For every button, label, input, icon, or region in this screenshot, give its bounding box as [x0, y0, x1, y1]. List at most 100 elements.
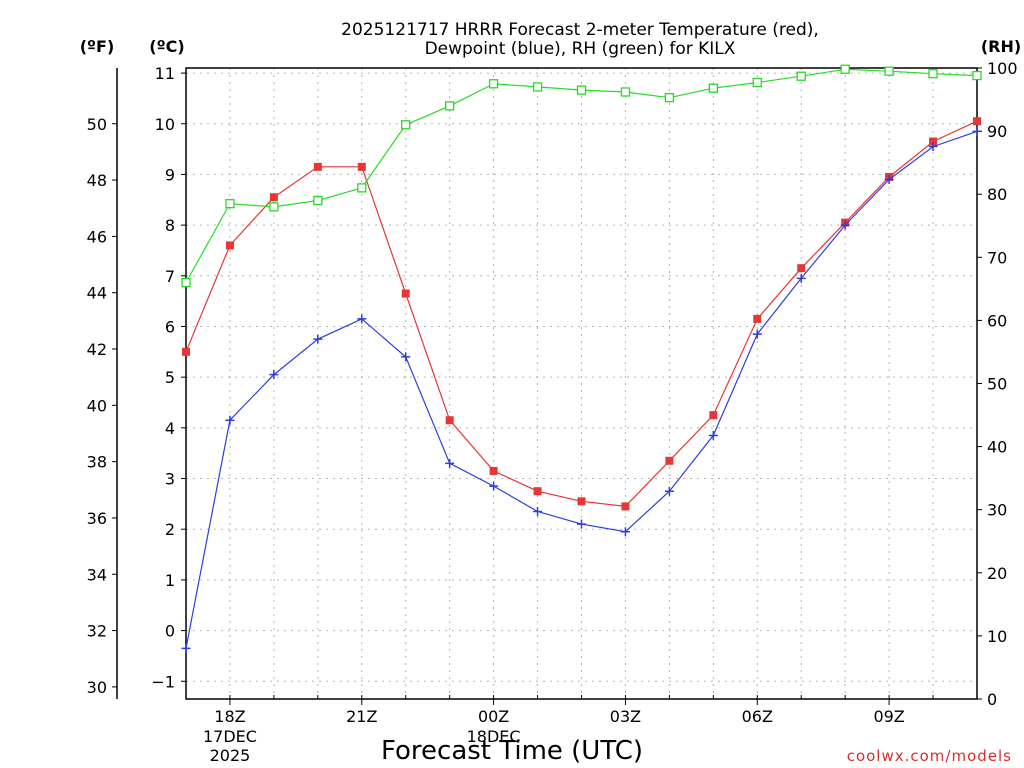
x-tick-label: 18Z [214, 707, 245, 726]
dewpoint-point [884, 175, 894, 185]
dewpoint-point [445, 458, 455, 468]
temperature-point [929, 137, 938, 146]
chart-title-line2: Dewpoint (blue), RH (green) for KILX [425, 39, 736, 59]
fahrenheit-tick-label: 42 [87, 340, 107, 359]
rh-point [181, 277, 191, 288]
dewpoint-point [708, 430, 718, 440]
fahrenheit-tick-label: 46 [87, 227, 107, 246]
rh-tick-label: 20 [987, 564, 1007, 583]
celsius-tick-label: −1 [151, 672, 175, 691]
x-tick-label: 00Z [478, 707, 509, 726]
dewpoint-point [840, 220, 850, 230]
temperature-point [665, 456, 674, 465]
rh-point [445, 101, 455, 111]
x-year-label: 2025 [210, 746, 251, 765]
fahrenheit-tick-label: 34 [87, 565, 107, 584]
fahrenheit-tick-label: 38 [87, 453, 107, 472]
temperature-point [797, 264, 806, 273]
temperature-point [973, 117, 981, 126]
rh-point [752, 77, 762, 88]
celsius-tick-label: 2 [165, 520, 175, 539]
dewpoint-point [181, 643, 191, 653]
x-tick-label: 21Z [346, 707, 377, 726]
temperature-point [445, 416, 454, 425]
fahrenheit-tick-label: 30 [87, 678, 107, 697]
dewpoint-point [357, 314, 367, 324]
rh-point [532, 82, 543, 92]
dewpoint-point [269, 370, 279, 380]
celsius-tick-label: 10 [155, 115, 175, 134]
temperature-point [709, 411, 718, 420]
dewpoint-point [752, 329, 762, 339]
rh-point [796, 71, 806, 81]
rh-point [884, 66, 894, 76]
x-tick-label: 09Z [873, 707, 904, 726]
rh-tick-label: 0 [987, 690, 997, 709]
rh-point [576, 85, 587, 95]
rh-point [664, 93, 675, 103]
rh-tick-label: 40 [987, 438, 1007, 457]
rh-tick-label: 60 [987, 311, 1007, 330]
fahrenheit-tick-label: 40 [87, 396, 107, 415]
x-date-label: 17DEC [203, 727, 257, 746]
chart-axes: 3032343638404244464850−10123456789101101… [87, 59, 1018, 765]
x-axis-label: Forecast Time (UTC) [381, 736, 643, 766]
rh-point [972, 70, 982, 81]
dewpoint-point [577, 519, 586, 529]
rh-tick-label: 50 [987, 375, 1007, 394]
rh-point [928, 69, 938, 79]
dewpoint-point [225, 415, 235, 425]
celsius-tick-label: 3 [165, 470, 175, 489]
temperature-point [225, 241, 234, 250]
celsius-tick-label: 7 [165, 267, 175, 286]
celsius-tick-label: 6 [165, 317, 175, 336]
fahrenheit-axis-label: (ºF) [80, 37, 115, 56]
credit-text: coolwx.com/models [847, 747, 1012, 765]
celsius-tick-label: 8 [165, 216, 175, 235]
rh-tick-label: 90 [987, 122, 1007, 141]
dewpoint-point [664, 486, 674, 496]
rh-point [313, 195, 323, 206]
series-layer [181, 64, 982, 653]
temperature-point [489, 466, 498, 475]
rh-tick-label: 30 [987, 501, 1007, 520]
rh-point [708, 83, 718, 93]
dewpoint-point [972, 126, 982, 136]
dewpoint-point [620, 527, 630, 537]
rh-tick-label: 10 [987, 627, 1007, 646]
fahrenheit-tick-label: 48 [87, 171, 107, 190]
fahrenheit-tick-label: 44 [87, 284, 107, 303]
celsius-tick-label: 5 [165, 368, 175, 387]
x-tick-label: 06Z [742, 707, 773, 726]
fahrenheit-tick-label: 50 [87, 115, 107, 134]
temperature-point [357, 162, 366, 171]
dewpoint-point [796, 273, 806, 283]
dewpoint-point [401, 352, 411, 362]
chart-title-line1: 2025121717 HRRR Forecast 2-meter Tempera… [341, 20, 819, 40]
temperature-point [533, 487, 542, 496]
rh-point [620, 87, 631, 97]
temperature-point [621, 502, 630, 511]
rh-point [357, 183, 367, 193]
temperature-point [182, 347, 190, 356]
fahrenheit-tick-label: 32 [87, 622, 107, 641]
rh-point [269, 202, 279, 212]
celsius-tick-label: 4 [165, 419, 175, 438]
dewpoint-point [928, 142, 938, 152]
celsius-tick-label: 0 [165, 622, 175, 641]
rh-point [225, 199, 235, 209]
rh-tick-label: 100 [987, 59, 1018, 78]
celsius-tick-label: 11 [155, 64, 175, 83]
rh-point [840, 64, 850, 74]
rh-tick-label: 80 [987, 185, 1007, 204]
rh-point [488, 79, 499, 89]
celsius-tick-label: 1 [165, 571, 175, 590]
celsius-tick-label: 9 [165, 165, 175, 184]
dewpoint-point [313, 334, 323, 344]
x-date-label: 18DEC [467, 727, 521, 746]
rh-axis-label: (RH) [981, 37, 1021, 56]
temperature-point [753, 314, 762, 323]
rh-tick-label: 70 [987, 248, 1007, 267]
temperature-point [401, 289, 410, 298]
